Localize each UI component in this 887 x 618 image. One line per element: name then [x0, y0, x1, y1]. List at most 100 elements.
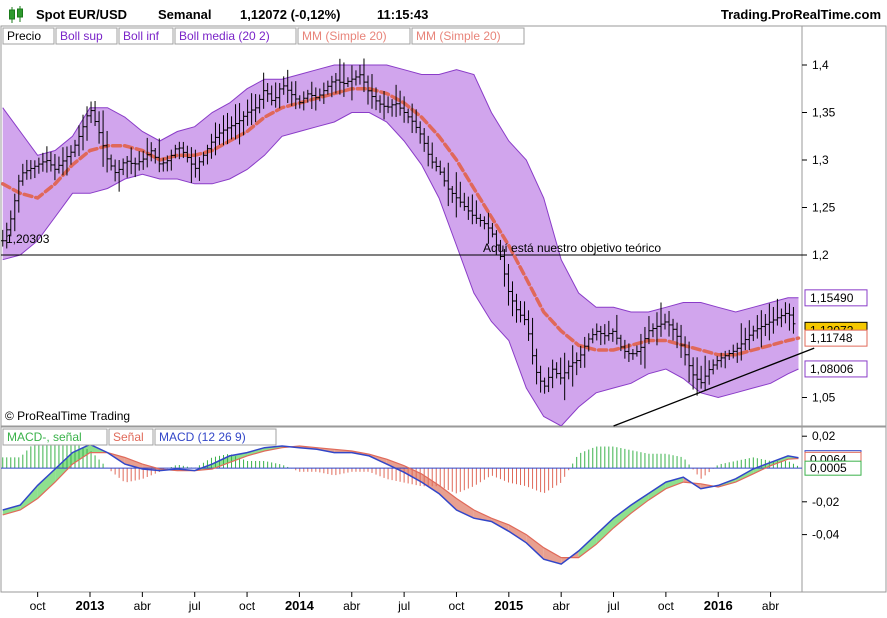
price-bar: [522, 301, 527, 326]
price-bar: [105, 130, 110, 173]
legend-macd-hist-box[interactable]: [2, 428, 108, 446]
price-bar: [20, 163, 25, 186]
price-bar: [89, 101, 94, 124]
price-bar: [703, 355, 708, 391]
price-bar: [442, 167, 447, 187]
price-bar: [97, 111, 102, 144]
price-bar: [462, 192, 467, 211]
price-bar: [650, 323, 655, 338]
price-bar: [454, 172, 459, 218]
price-bar: [341, 62, 346, 97]
legend-price-box[interactable]: [2, 27, 55, 45]
price-bar: [526, 310, 531, 341]
price-bar: [422, 128, 427, 152]
price-bar: [667, 311, 672, 337]
price-bar: [221, 115, 226, 146]
legend-mm-1: MM (Simple 20): [302, 29, 387, 43]
price-bar: [277, 83, 282, 109]
legend-boll-sup: Boll sup: [60, 29, 103, 43]
price-bars: [1, 58, 796, 401]
price-bar: [337, 58, 342, 95]
macd-fill-segment: [770, 455, 788, 466]
price-bar: [426, 135, 431, 167]
price-bar: [498, 239, 503, 261]
header-symbol: Spot EUR/USD: [36, 7, 127, 22]
price-bar: [225, 112, 230, 145]
hline-label: 1,20303: [6, 232, 50, 246]
legend-boll-sup-box[interactable]: [55, 27, 118, 45]
macd-fill-segment: [613, 505, 631, 528]
macd-tick-label: 0,02: [812, 429, 836, 443]
overlay-layer: [613, 347, 815, 427]
price-bar: [434, 157, 439, 172]
legend-signal-box[interactable]: [108, 428, 154, 446]
price-bar: [594, 323, 599, 341]
time-tick-label: oct: [30, 599, 47, 613]
legend-boll-media-box[interactable]: [174, 27, 297, 45]
macd-legend: MACD-, señal Señal MACD (12 26 9): [2, 428, 277, 446]
price-bar: [534, 348, 539, 385]
legend-mm-1-box[interactable]: [297, 27, 411, 45]
legend-macd: MACD (12 26 9): [159, 430, 246, 444]
price-bar: [241, 111, 246, 136]
legend-mm-2-box[interactable]: [411, 27, 525, 45]
price-bar: [675, 322, 680, 349]
price-bar: [510, 281, 515, 317]
price-bar: [610, 328, 615, 342]
macd-fill-segment: [456, 498, 474, 519]
price-tag-text: 1,08006: [810, 362, 854, 376]
price-bar: [333, 72, 338, 94]
signal-line: [2, 445, 799, 559]
price-bar: [32, 160, 37, 179]
price-bar: [566, 360, 571, 380]
legend-macd-box[interactable]: [154, 428, 277, 446]
price-bar: [197, 157, 202, 181]
price-tick-label: 1,3: [812, 153, 829, 167]
price-bar: [293, 81, 298, 110]
price-bar: [1, 229, 5, 247]
price-bar: [52, 154, 57, 181]
price-bar: [245, 99, 250, 126]
price-bar: [249, 93, 254, 126]
macd-fill-segment: [212, 455, 230, 469]
price-bar: [269, 85, 274, 106]
legend-mm-2: MM (Simple 20): [416, 29, 501, 43]
macd-fill-segment: [631, 493, 649, 514]
price-bar: [93, 101, 98, 126]
price-bar: [317, 88, 322, 102]
price-bar: [602, 324, 607, 345]
price-bar: [137, 151, 142, 171]
price-bar: [514, 293, 519, 323]
price-bar: [157, 138, 162, 173]
price-bar: [558, 357, 563, 385]
legend-boll-inf-box[interactable]: [118, 27, 174, 45]
price-bar: [470, 194, 475, 225]
price-bar: [763, 314, 768, 337]
price-bar: [586, 333, 591, 352]
price-bar: [48, 151, 53, 172]
price-bar: [402, 96, 407, 123]
price-bar: [141, 150, 146, 170]
macd-fill-segment: [596, 518, 614, 545]
macd-tick-label: -0,02: [812, 495, 840, 509]
price-tick-label: 1,4: [812, 58, 829, 72]
price-bar: [193, 149, 198, 178]
price-bar: [64, 146, 69, 176]
price-bar: [490, 222, 495, 238]
price-bar: [153, 147, 158, 164]
price-bar: [458, 181, 463, 208]
price-bar: [530, 317, 535, 365]
price-bar: [518, 300, 523, 323]
macd-tag: 0,0005: [804, 460, 862, 476]
price-bar: [4, 222, 9, 249]
time-tick-label: oct: [448, 599, 465, 613]
price-bar: [418, 121, 423, 144]
price-bar: [12, 193, 17, 232]
price-bar: [382, 90, 387, 120]
legend-signal: Señal: [113, 430, 144, 444]
price-bar: [345, 77, 350, 88]
price-bar: [755, 315, 760, 339]
price-bar: [40, 152, 45, 172]
price-bar: [313, 87, 318, 111]
